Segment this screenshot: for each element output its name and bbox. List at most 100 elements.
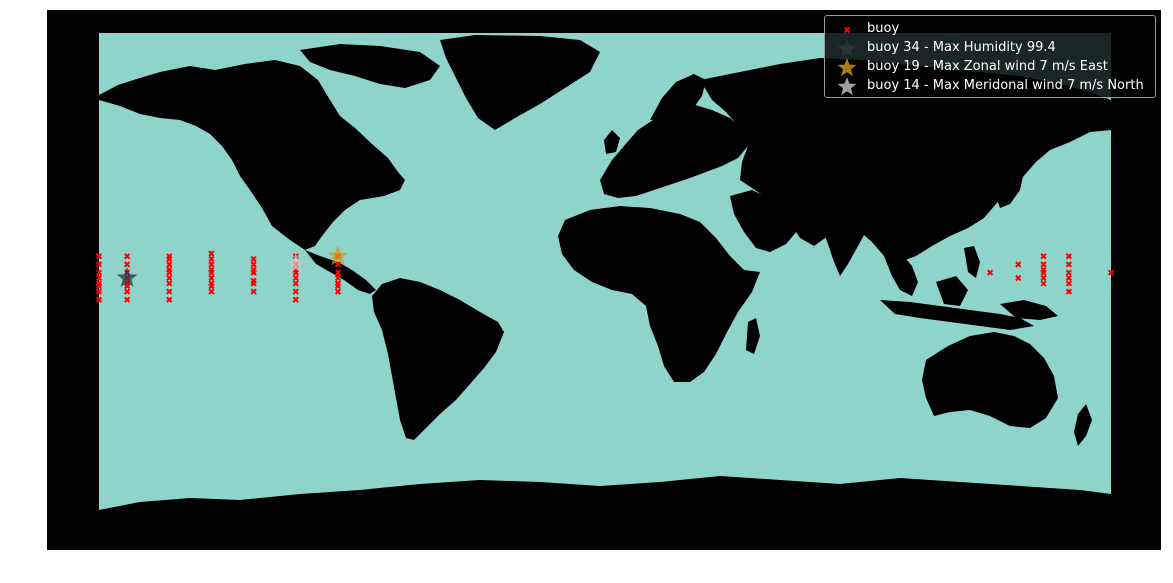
land-india xyxy=(822,204,868,276)
highlight-star-marker xyxy=(116,267,138,287)
buoy-marker xyxy=(987,269,994,276)
buoy-marker xyxy=(124,296,131,303)
legend-star-shape xyxy=(837,77,857,96)
buoy-marker xyxy=(95,296,103,303)
buoy-marker xyxy=(166,261,173,268)
land-arabia xyxy=(730,190,798,252)
buoy-marker xyxy=(208,261,215,268)
buoy-marker xyxy=(208,274,215,282)
buoy-marker xyxy=(250,269,257,276)
land-japan xyxy=(996,166,1024,208)
legend-buoy-x xyxy=(843,26,851,34)
land-indonesia xyxy=(880,300,1034,330)
land-central-america xyxy=(305,250,376,294)
land-uk xyxy=(604,130,620,154)
buoy-marker xyxy=(95,288,103,295)
highlight-star-marker xyxy=(285,253,307,274)
buoy-marker xyxy=(334,269,342,276)
legend: buoy buoy 34 - Max Humidity 99.4 buoy 19… xyxy=(824,15,1156,98)
buoy-marker xyxy=(1015,274,1022,282)
buoy-marker xyxy=(208,269,215,276)
buoy-marker xyxy=(292,274,299,282)
buoy-marker xyxy=(166,288,173,295)
buoy-marker xyxy=(166,280,173,287)
buoy-marker xyxy=(166,269,173,276)
buoy-marker xyxy=(334,261,342,268)
buoy-marker xyxy=(1065,280,1072,287)
legend-row-humidity: buoy 34 - Max Humidity 99.4 xyxy=(825,39,1155,59)
land-africa xyxy=(558,206,760,382)
legend-label-buoy: buoy xyxy=(867,21,900,36)
buoy-marker xyxy=(250,280,257,287)
buoy-marker xyxy=(1015,261,1022,268)
buoy-marker-icon xyxy=(843,26,851,34)
buoy-marker xyxy=(1040,269,1047,276)
land-philippines xyxy=(964,246,980,278)
star-icon-meridonal xyxy=(837,77,857,96)
buoy-marker xyxy=(1040,253,1047,260)
buoy-marker xyxy=(1107,269,1115,276)
buoy-marker xyxy=(166,255,173,263)
legend-star-shape xyxy=(837,58,857,77)
land-scandinavia xyxy=(650,74,706,120)
buoy-marker xyxy=(95,283,103,290)
highlight-star-marker xyxy=(327,245,349,266)
star-icon-humidity xyxy=(837,39,857,58)
buoy-marker xyxy=(95,274,103,282)
land-greenland xyxy=(440,35,600,130)
buoy-marker xyxy=(95,261,103,268)
buoy-marker xyxy=(250,255,257,263)
land-asia xyxy=(700,58,1111,262)
land-southeast-asia xyxy=(884,252,918,296)
buoy-marker xyxy=(95,253,103,260)
buoy-marker xyxy=(1040,261,1047,268)
land-australia xyxy=(922,332,1058,428)
buoy-marker xyxy=(95,269,103,276)
buoy-marker xyxy=(292,269,299,276)
buoy-marker xyxy=(334,283,342,290)
buoy-marker xyxy=(124,283,131,290)
buoy-marker xyxy=(1065,253,1072,260)
legend-row-buoy: buoy xyxy=(825,20,1155,40)
highlight-markers xyxy=(116,245,349,287)
buoy-marker xyxy=(292,296,299,303)
land-south-america xyxy=(372,278,504,440)
legend-row-meridonal: buoy 14 - Max Meridonal wind 7 m/s North xyxy=(825,77,1155,97)
buoy-marker xyxy=(166,274,173,282)
land-borneo xyxy=(936,276,968,306)
land-masses xyxy=(99,35,1111,523)
buoy-marker xyxy=(292,280,299,287)
buoy-marker xyxy=(334,274,342,282)
land-north-america xyxy=(99,60,405,250)
buoy-marker xyxy=(1065,288,1072,295)
legend-row-zonal: buoy 19 - Max Zonal wind 7 m/s East xyxy=(825,58,1155,78)
legend-label-humidity: buoy 34 - Max Humidity 99.4 xyxy=(867,40,1056,55)
land-arctic-islands xyxy=(300,44,440,88)
buoy-marker xyxy=(208,283,215,290)
legend-star-shape xyxy=(837,39,857,58)
buoy-marker xyxy=(1065,261,1072,268)
legend-label-meridonal: buoy 14 - Max Meridonal wind 7 m/s North xyxy=(867,78,1144,93)
buoy-marker xyxy=(208,255,215,263)
legend-label-zonal: buoy 19 - Max Zonal wind 7 m/s East xyxy=(867,59,1108,74)
land-madagascar xyxy=(746,318,760,354)
buoy-marker xyxy=(124,261,131,268)
buoy-marker xyxy=(208,250,215,257)
buoy-marker xyxy=(292,288,299,295)
buoy-marker xyxy=(124,253,131,260)
buoy-marker xyxy=(1065,274,1072,282)
buoy-marker xyxy=(334,288,342,295)
buoy-marker xyxy=(1040,280,1047,287)
buoy-marker xyxy=(250,288,257,295)
buoy-marker xyxy=(208,288,215,295)
buoy-marker xyxy=(166,296,173,303)
star-icon-zonal xyxy=(837,58,857,77)
land-new-guinea xyxy=(1000,300,1058,320)
land-new-zealand xyxy=(1074,404,1092,446)
land-antarctica xyxy=(99,476,1111,523)
land-europe xyxy=(600,104,748,198)
buoy-marker xyxy=(1040,274,1047,282)
buoy-marker xyxy=(250,261,257,268)
buoy-marker xyxy=(124,288,131,295)
